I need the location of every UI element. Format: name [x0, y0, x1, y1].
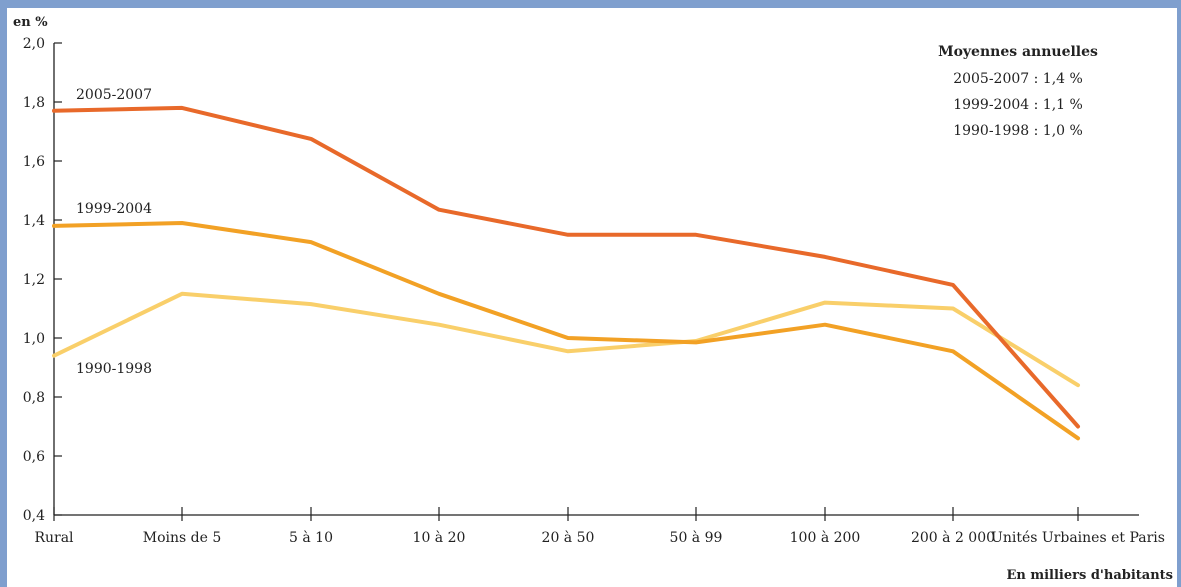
x-tick-label: Moins de 5 — [143, 530, 222, 546]
x-tick-label: 20 à 50 — [542, 529, 595, 546]
legend-entry-1990-1998: 1990-1998 : 1,0 % — [953, 123, 1083, 139]
legend-box: Moyennes annuelles 2005-2007 : 1,4 % 199… — [938, 44, 1098, 139]
frame-top-border — [0, 0, 1181, 8]
x-tick-label: 50 à 99 — [670, 529, 723, 546]
y-tick-label: 0,4 — [23, 508, 45, 524]
y-tick-label: 1,0 — [23, 331, 45, 347]
x-tick-label: 5 à 10 — [289, 529, 333, 546]
series-label-2005-2007: 2005-2007 — [76, 87, 152, 103]
legend-entry-1999-2004: 1999-2004 : 1,1 % — [953, 97, 1083, 113]
x-tick-label: 100 à 200 — [790, 529, 861, 546]
x-tick-label: 200 à 2 000 — [911, 529, 995, 546]
y-tick-label: 2,0 — [23, 36, 45, 52]
series-label-1999-2004: 1999-2004 — [76, 201, 152, 217]
y-tick-label: 0,8 — [23, 390, 45, 406]
x-axis-ticks: Rural Moins de 5 5 à 10 10 à 20 20 à 50 50 à … — [34, 507, 1165, 546]
series-label-1990-1998: 1990-1998 — [76, 361, 152, 377]
y-tick-label: 1,2 — [23, 272, 45, 288]
legend-entry-2005-2007: 2005-2007 : 1,4 % — [953, 71, 1083, 87]
y-tick-label: 1,4 — [23, 213, 45, 229]
frame-left-border — [0, 0, 7, 587]
frame-right-border — [1177, 0, 1181, 587]
y-tick-label: 1,6 — [23, 154, 45, 170]
x-tick-label: Unités Urbaines et Paris — [991, 530, 1165, 546]
series-line-2005-2007 — [52, 105, 1080, 429]
legend-title: Moyennes annuelles — [938, 44, 1098, 60]
y-tick-label: 0,6 — [23, 449, 45, 465]
y-tick-label: 1,8 — [23, 95, 45, 111]
x-axis-unit-label: En milliers d'habitants — [1006, 568, 1173, 583]
chart-series — [52, 105, 1080, 441]
y-axis-ticks: 2,0 1,8 1,6 1,4 1,2 1,0 0,8 0,6 0,4 — [23, 36, 62, 524]
x-tick-label: Rural — [34, 530, 74, 546]
series-line-1999-2004 — [52, 221, 1080, 441]
x-tick-label: 10 à 20 — [413, 529, 466, 546]
series-line-1990-1998 — [52, 291, 1080, 388]
y-axis-unit-label: en % — [13, 15, 48, 30]
chart-axes — [53, 43, 1139, 516]
